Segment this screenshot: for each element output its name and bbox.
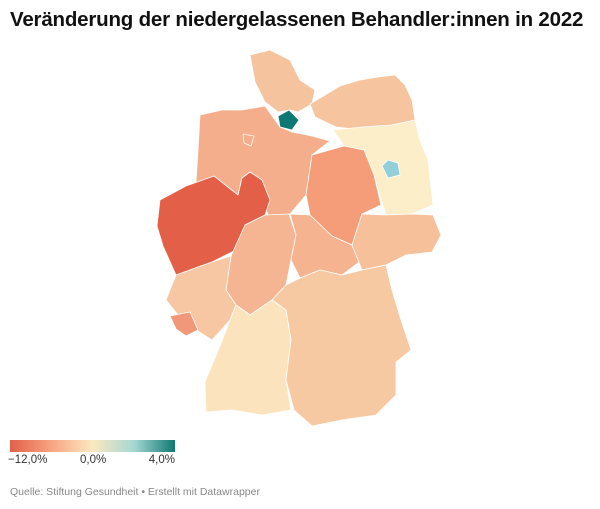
page-title: Veränderung der niedergelassenen Behandl… — [10, 8, 584, 31]
region-bremen[interactable]: Bremen — [242, 133, 255, 147]
color-legend: −12,0% 0,0% 4,0% — [8, 440, 175, 470]
region-hamburg[interactable]: Hamburg — [277, 109, 300, 131]
legend-min-label: −12,0% — [8, 454, 48, 466]
region-saarland[interactable]: Saarland — [169, 311, 199, 337]
legend-max-label: 4,0% — [148, 454, 175, 466]
region-mecklenburg-vorpommern[interactable]: Mecklenburg-Vorpommern — [309, 74, 416, 131]
source-note: Quelle: Stiftung Gesundheit • Erstellt m… — [10, 486, 260, 498]
region-schleswig-holstein[interactable]: Schleswig-Holstein — [249, 49, 316, 113]
legend-gradient-bar — [10, 440, 175, 452]
region-sachsen[interactable]: Sachsen — [351, 213, 442, 271]
region-berlin[interactable]: Berlin — [381, 159, 401, 179]
region-nordrhein-westfalen[interactable]: Nordrhein-Westfalen — [156, 171, 271, 276]
legend-mid-label: 0,0% — [80, 454, 107, 466]
region-bayern[interactable]: Bayern — [271, 264, 412, 427]
